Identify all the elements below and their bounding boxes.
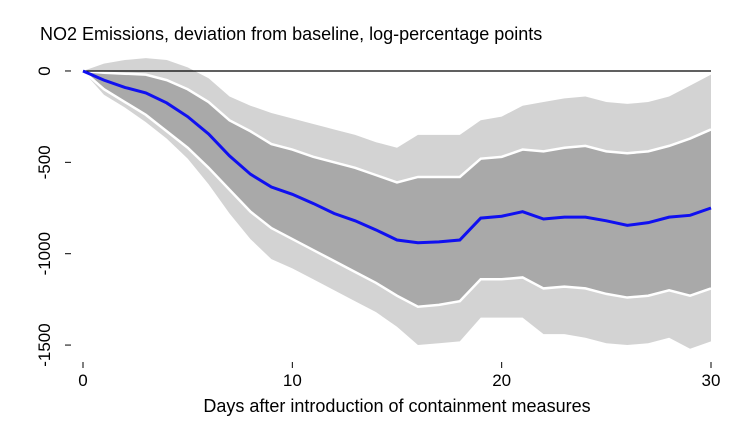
- y-tick-label: 0: [35, 66, 54, 75]
- x-tick-label: 10: [283, 371, 302, 390]
- line: [82, 69, 712, 245]
- band-edge: [82, 69, 712, 184]
- y-tick-label: -500: [35, 145, 54, 179]
- confidence-band: [83, 70, 711, 307]
- y-tick-label: -1000: [35, 232, 54, 275]
- band-edge: [82, 70, 712, 308]
- x-axis-label: Days after introduction of containment m…: [203, 396, 590, 416]
- x-tick-label: 30: [702, 371, 721, 390]
- x-tick-label: 20: [492, 371, 511, 390]
- x-tick-label: 0: [78, 371, 87, 390]
- chart-title: NO2 Emissions, deviation from baseline, …: [40, 24, 542, 44]
- y-tick-label: -1500: [35, 323, 54, 366]
